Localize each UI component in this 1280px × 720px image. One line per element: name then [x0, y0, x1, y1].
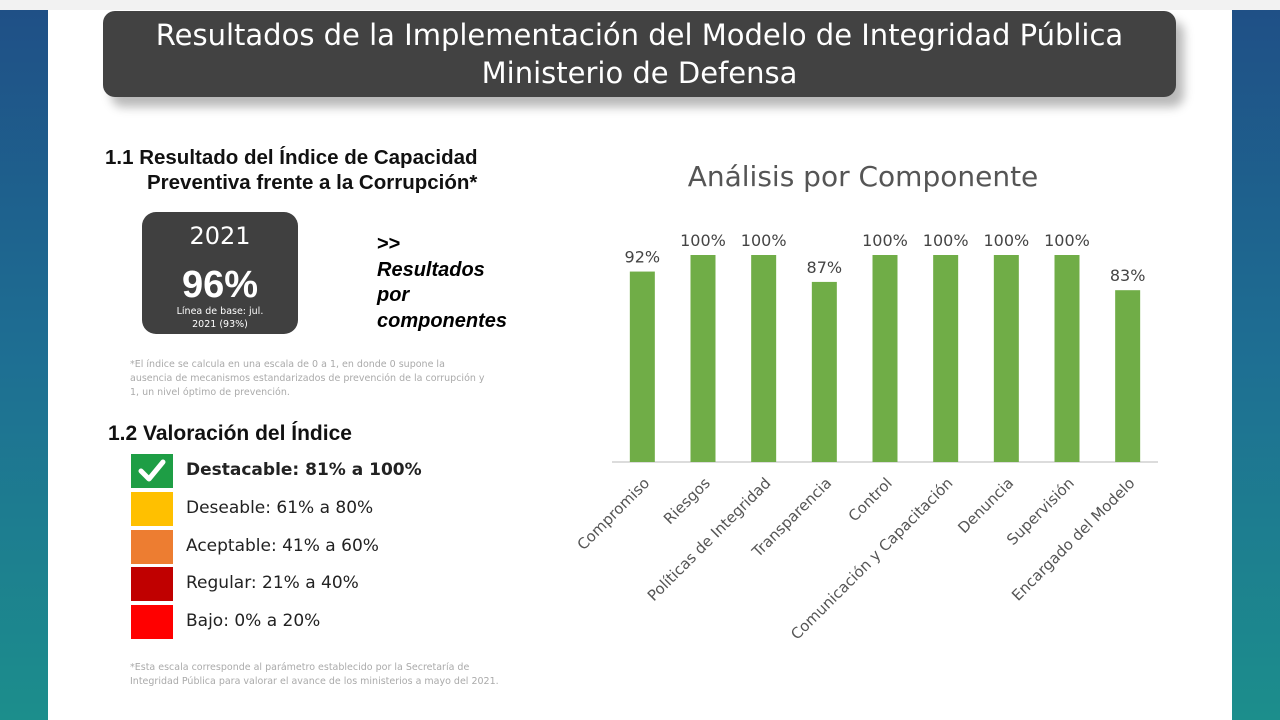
- legend-swatch: [131, 567, 173, 601]
- results-label-3: componentes: [377, 309, 508, 332]
- kpi-year: 2021: [189, 222, 251, 250]
- legend-swatch: [131, 605, 173, 639]
- bar: [751, 255, 777, 462]
- legend-swatch: [131, 530, 173, 564]
- legend-label: Aceptable: 41% a 60%: [186, 536, 379, 556]
- category-label: Compromiso: [574, 474, 654, 554]
- kpi-baseline-line-2: 2021 (93%): [192, 319, 248, 330]
- kpi-baseline-line-1: Línea de base: jul.: [176, 306, 264, 317]
- legend-swatch: [131, 454, 173, 488]
- index-footnote: *El índice se calcula en una escala de 0…: [130, 359, 485, 398]
- bar: [1054, 255, 1080, 462]
- bar: [872, 255, 898, 462]
- legend-label: Bajo: 0% a 20%: [186, 611, 321, 631]
- double-arrow-icon: >>: [377, 233, 401, 255]
- chart-title: Análisis por Componente: [687, 160, 1039, 193]
- data-label: 100%: [1044, 231, 1090, 250]
- bar: [811, 281, 837, 462]
- bar: [933, 255, 959, 462]
- bar: [690, 255, 716, 462]
- data-label: 100%: [741, 231, 787, 250]
- category-label: Políticas de Integridad: [644, 474, 775, 605]
- data-label: 92%: [625, 248, 661, 267]
- category-label: Denuncia: [954, 474, 1017, 537]
- section-2-heading: 1.2 Valoración del Índice: [108, 422, 352, 445]
- legend-item: Aceptable: 41% a 60%: [131, 530, 431, 564]
- bar: [1115, 290, 1141, 462]
- legend-item: Bajo: 0% a 20%: [131, 605, 431, 639]
- title-line-2: Ministerio de Defensa: [481, 56, 798, 90]
- bar: [629, 271, 655, 462]
- results-label-1: Resultados: [377, 258, 485, 281]
- title-banner: Resultados de la Implementación del Mode…: [103, 11, 1176, 97]
- legend-item: Deseable: 61% a 80%: [131, 492, 431, 526]
- legend-label: Deseable: 61% a 80%: [186, 498, 374, 518]
- results-by-component-label: >> Resultados por componentes: [377, 232, 547, 334]
- category-label: Riesgos: [660, 474, 714, 528]
- results-label-2: por: [377, 284, 410, 306]
- data-label: 100%: [923, 231, 969, 250]
- index-kpi-card: 2021 96% Línea de base: jul. 2021 (93%): [142, 212, 298, 334]
- kpi-value: 96%: [181, 264, 259, 306]
- title-line-1: Resultados de la Implementación del Mode…: [155, 18, 1124, 52]
- scale-footnote: *Esta escala corresponde al parámetro es…: [130, 662, 499, 687]
- category-label: Encargado del Modelo: [1008, 474, 1138, 604]
- data-label: 87%: [807, 258, 843, 277]
- legend-label: Regular: 21% a 40%: [186, 573, 359, 593]
- kpi-baseline: Línea de base: jul. 2021 (93%): [142, 305, 298, 331]
- checkmark-icon: [138, 459, 166, 482]
- data-label: 100%: [862, 231, 908, 250]
- legend-label: Destacable: 81% a 100%: [186, 460, 422, 480]
- component-bar-chart: 92% Compromiso 100% Riesgos 100% Políticas de…: [574, 231, 1158, 643]
- bar: [993, 255, 1019, 462]
- data-label: 100%: [680, 231, 726, 250]
- top-strip: [0, 0, 1280, 10]
- legend-swatch: [131, 492, 173, 526]
- section-1-heading-line-2: Preventiva frente a la Corrupción*: [147, 171, 478, 194]
- data-label: 83%: [1110, 266, 1146, 285]
- category-label: Control: [845, 474, 896, 525]
- data-label: 100%: [983, 231, 1029, 250]
- legend-item: Regular: 21% a 40%: [131, 567, 431, 601]
- legend-item: Destacable: 81% a 100%: [131, 454, 431, 488]
- section-1-heading-line-1: 1.1 Resultado del Índice de Capacidad: [105, 146, 478, 169]
- section-1-heading: 1.1 Resultado del Índice de Capacidad Pr…: [105, 145, 535, 195]
